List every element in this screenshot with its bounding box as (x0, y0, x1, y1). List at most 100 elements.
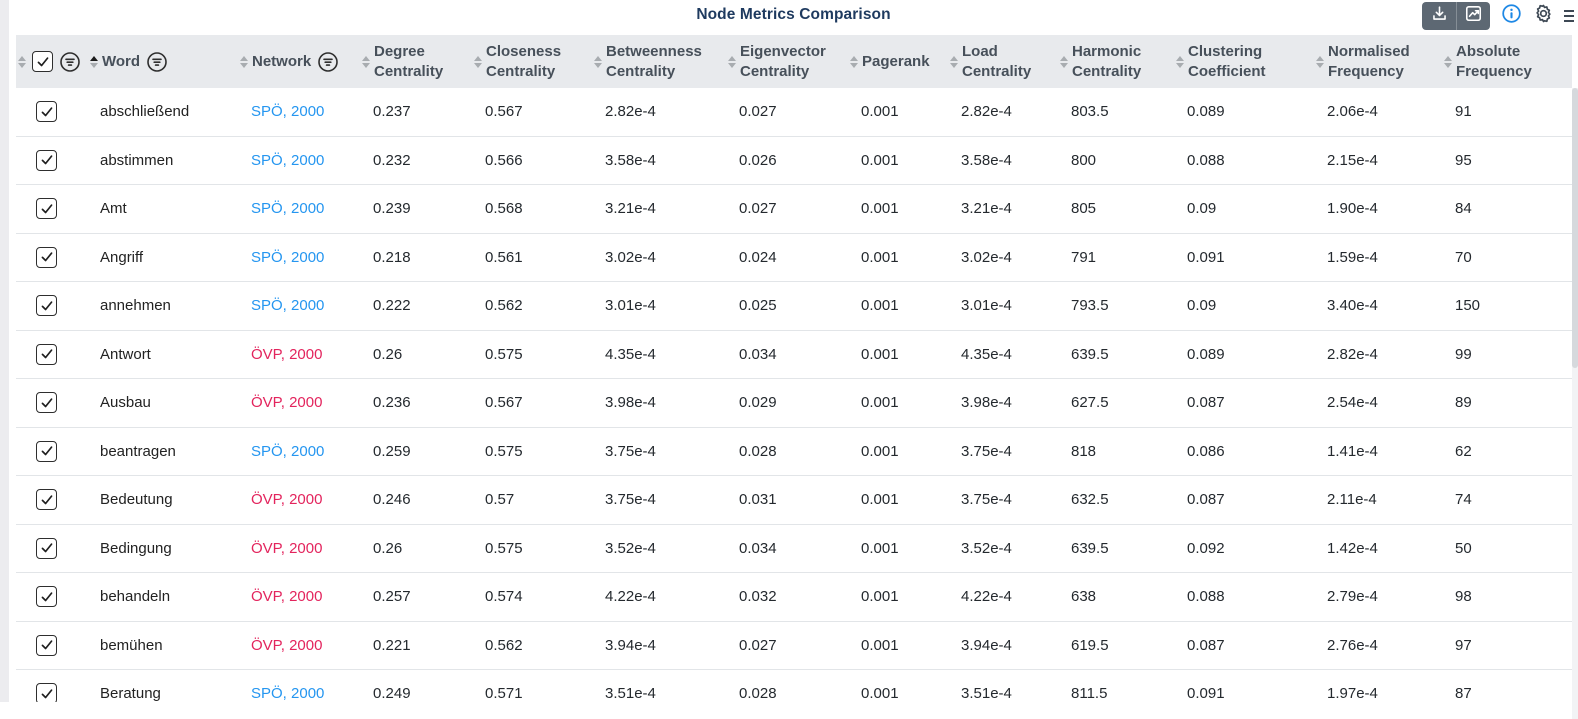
row-checkbox[interactable] (36, 295, 57, 317)
closeness-cell: 0.567 (485, 394, 523, 412)
network-link[interactable]: SPÖ, 2000 (251, 151, 325, 169)
row-select-cell (16, 440, 88, 462)
network-link[interactable]: ÖVP, 2000 (251, 394, 323, 412)
header-cell-select[interactable] (16, 51, 88, 73)
table-row: Bedeutung ÖVP, 2000 0.246 0.57 3.75e-4 0.031 0… (16, 476, 1572, 525)
info-button[interactable] (1500, 4, 1522, 27)
open-chart-button[interactable] (1456, 2, 1490, 30)
header-cell-eigenvector[interactable]: Eigenvector Centrality (726, 42, 848, 80)
word-cell: abschließend (100, 103, 190, 121)
header-cell-network[interactable]: Network (238, 51, 360, 73)
degree-cell: 0.259 (373, 442, 411, 460)
header-cell-harmonic[interactable]: Harmonic Centrality (1058, 42, 1174, 80)
header-cell-load[interactable]: Load Centrality (948, 42, 1058, 80)
harmonic-cell: 632.5 (1071, 491, 1109, 509)
harmonic-cell: 791 (1071, 248, 1097, 266)
load-cell: 3.52e-4 (961, 539, 1012, 557)
row-checkbox[interactable] (36, 537, 57, 559)
table-body: abschließend SPÖ, 2000 0.237 0.567 2.82e-4 0.… (16, 88, 1572, 719)
filter-icon-word[interactable] (146, 51, 168, 73)
network-link[interactable]: ÖVP, 2000 (251, 345, 323, 363)
load-cell: 2.82e-4 (961, 103, 1012, 121)
vertical-scrollbar-thumb[interactable] (1572, 88, 1578, 368)
clustering-cell: 0.09 (1187, 297, 1217, 315)
header-cell-clustering[interactable]: Clustering Coefficient (1174, 42, 1314, 80)
row-checkbox[interactable] (36, 586, 57, 608)
header-cell-betweenness[interactable]: Betweenness Centrality (592, 42, 726, 80)
network-link[interactable]: SPÖ, 2000 (251, 200, 325, 218)
absolute-cell: 89 (1455, 394, 1472, 412)
normalised-cell: 1.41e-4 (1327, 442, 1378, 460)
word-cell: Amt (100, 200, 127, 218)
network-link[interactable]: SPÖ, 2000 (251, 685, 325, 703)
eigenvector-cell: 0.034 (739, 539, 777, 557)
clustering-cell: 0.087 (1187, 394, 1225, 412)
sort-arrows-icon (1060, 55, 1068, 68)
word-cell: bemühen (100, 636, 163, 654)
header-cell-normalised[interactable]: Normalised Frequency (1314, 42, 1442, 80)
normalised-cell: 2.54e-4 (1327, 394, 1378, 412)
network-link[interactable]: SPÖ, 2000 (251, 442, 325, 460)
row-checkbox[interactable] (36, 440, 57, 462)
network-link[interactable]: ÖVP, 2000 (251, 491, 323, 509)
normalised-cell: 3.40e-4 (1327, 297, 1378, 315)
closeness-cell: 0.568 (485, 200, 523, 218)
table-row: abstimmen SPÖ, 2000 0.232 0.566 3.58e-4 0.026… (16, 136, 1572, 185)
harmonic-cell: 805 (1071, 200, 1097, 218)
header-cell-degree[interactable]: Degree Centrality (360, 42, 472, 80)
clustering-cell: 0.09 (1187, 200, 1217, 218)
word-cell: annehmen (100, 297, 171, 315)
header-cell-pagerank[interactable]: Pagerank (848, 52, 948, 71)
header-cell-word[interactable]: Word (88, 51, 238, 73)
row-checkbox[interactable] (36, 392, 57, 414)
network-link[interactable]: ÖVP, 2000 (251, 588, 323, 606)
table-row: bemühen ÖVP, 2000 0.221 0.562 3.94e-4 0.027 0.… (16, 621, 1572, 670)
betweenness-cell: 3.21e-4 (605, 200, 656, 218)
row-checkbox[interactable] (36, 634, 57, 656)
filter-icon-select[interactable] (59, 51, 81, 73)
degree-cell: 0.26 (373, 539, 403, 557)
clustering-cell: 0.091 (1187, 685, 1225, 703)
header-label-betweenness: Betweenness Centrality (606, 43, 702, 80)
row-select-cell (16, 101, 88, 123)
row-checkbox[interactable] (36, 198, 57, 220)
normalised-cell: 1.59e-4 (1327, 248, 1378, 266)
load-cell: 3.94e-4 (961, 636, 1012, 654)
settings-button[interactable] (1532, 4, 1554, 27)
hamburger-menu-icon[interactable] (1564, 5, 1574, 27)
load-cell: 3.75e-4 (961, 442, 1012, 460)
pagerank-cell: 0.001 (861, 151, 899, 169)
network-link[interactable]: SPÖ, 2000 (251, 297, 325, 315)
row-checkbox[interactable] (36, 101, 57, 123)
betweenness-cell: 3.58e-4 (605, 151, 656, 169)
vertical-scrollbar-track[interactable] (1572, 88, 1578, 719)
network-link[interactable]: ÖVP, 2000 (251, 636, 323, 654)
network-link[interactable]: SPÖ, 2000 (251, 248, 325, 266)
absolute-cell: 70 (1455, 248, 1472, 266)
network-link[interactable]: SPÖ, 2000 (251, 103, 325, 121)
absolute-cell: 91 (1455, 103, 1472, 121)
betweenness-cell: 4.22e-4 (605, 588, 656, 606)
absolute-cell: 62 (1455, 442, 1472, 460)
filter-icon-network[interactable] (317, 51, 339, 73)
normalised-cell: 2.79e-4 (1327, 588, 1378, 606)
closeness-cell: 0.562 (485, 297, 523, 315)
header-label-eigenvector: Eigenvector Centrality (740, 43, 826, 80)
table-row: abschließend SPÖ, 2000 0.237 0.567 2.82e-4 0.… (16, 88, 1572, 137)
sort-arrows-icon (1176, 55, 1184, 68)
normalised-cell: 1.90e-4 (1327, 200, 1378, 218)
table-row: beantragen SPÖ, 2000 0.259 0.575 3.75e-4 0.02… (16, 427, 1572, 476)
download-button[interactable] (1422, 2, 1456, 30)
header-cell-closeness[interactable]: Closeness Centrality (472, 42, 592, 80)
header-cell-absolute[interactable]: Absolute Frequency (1442, 42, 1572, 80)
network-link[interactable]: ÖVP, 2000 (251, 539, 323, 557)
select-all-checkbox[interactable] (32, 51, 53, 72)
normalised-cell: 2.76e-4 (1327, 636, 1378, 654)
row-checkbox[interactable] (36, 246, 57, 268)
harmonic-cell: 793.5 (1071, 297, 1109, 315)
row-checkbox[interactable] (36, 149, 57, 171)
row-select-cell (16, 246, 88, 268)
row-checkbox[interactable] (36, 343, 57, 365)
harmonic-cell: 803.5 (1071, 103, 1109, 121)
row-checkbox[interactable] (36, 489, 57, 511)
